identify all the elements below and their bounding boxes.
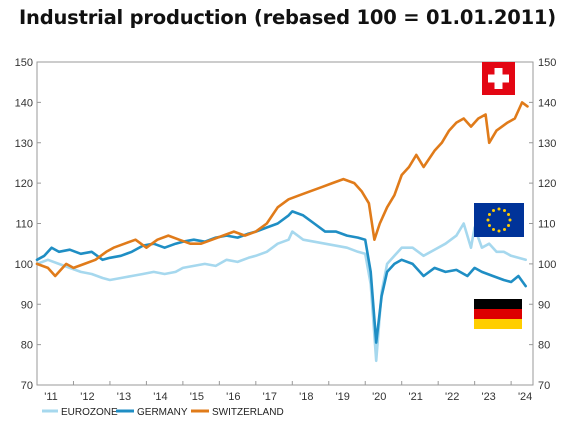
x-tick-label: '14 — [153, 391, 167, 403]
x-tick-label: '21 — [409, 391, 423, 403]
y-tick-label-right: 120 — [538, 178, 556, 190]
chart-title: Industrial production (rebased 100 = 01.… — [18, 6, 557, 29]
y-tick-label-right: 80 — [538, 340, 550, 352]
y-tick-label-right: 70 — [538, 380, 550, 392]
y-tick-label-right: 100 — [538, 259, 556, 271]
x-tick-label: '11 — [44, 391, 58, 403]
y-tick-label-left: 80 — [21, 340, 33, 352]
eu-star — [492, 208, 495, 212]
y-tick-label-left: 100 — [15, 259, 33, 271]
eu-star — [507, 213, 511, 216]
y-tick-label-left: 140 — [15, 97, 33, 109]
eu-star — [503, 208, 506, 212]
chart-legend: EUROZONE GERMANY SWITZERLAND — [42, 407, 284, 418]
x-tick-label: '15 — [190, 391, 204, 403]
y-tick-label-right: 150 — [538, 57, 556, 69]
y-tick-label-right: 90 — [538, 299, 550, 311]
y-tick-label-right: 140 — [538, 97, 556, 109]
eu-star — [492, 228, 495, 232]
eu-star — [487, 213, 491, 216]
series-line-switzerland — [35, 101, 529, 278]
y-tick-label-right: 130 — [538, 138, 556, 150]
x-tick-label: '16 — [226, 391, 240, 403]
x-tick-label: '18 — [299, 391, 313, 403]
x-tick-label: '17 — [263, 391, 277, 403]
eu-star — [497, 229, 501, 233]
x-tick-label: '20 — [372, 391, 386, 403]
legend-label-germany: GERMANY — [137, 407, 188, 418]
series-line-eurozone — [35, 222, 527, 363]
y-tick-label-left: 70 — [21, 380, 33, 392]
plot-frame — [36, 61, 534, 386]
x-tick-label: '12 — [80, 391, 94, 403]
y-tick-label-left: 150 — [15, 57, 33, 69]
legend-label-switzerland: SWITZERLAND — [212, 407, 284, 418]
eu-star — [486, 218, 490, 222]
y-tick-label-left: 120 — [15, 178, 33, 190]
x-tick-label: '24 — [518, 391, 532, 403]
y-tick-label-left: 90 — [21, 299, 33, 311]
chart-axes: 70 70 80 80 90 90 100 100 110 110 120 120 130 130 140 1… — [15, 57, 557, 403]
x-tick-label: '23 — [481, 391, 495, 403]
eu-star — [487, 224, 491, 227]
series-layer — [35, 101, 529, 363]
y-tick-label-right: 110 — [538, 219, 556, 231]
series-line-germany — [35, 210, 527, 344]
x-tick-label: '13 — [117, 391, 131, 403]
eu-flag-icon — [474, 203, 524, 237]
switzerland-flag-icon — [482, 62, 515, 95]
eu-star — [497, 207, 501, 211]
eu-star — [503, 228, 506, 232]
eu-star — [507, 224, 511, 227]
x-tick-label: '22 — [445, 391, 459, 403]
y-tick-label-left: 110 — [15, 219, 33, 231]
germany-flag-icon — [474, 299, 522, 329]
legend-label-eurozone: EUROZONE — [61, 407, 118, 418]
eu-star — [508, 218, 512, 222]
y-tick-label-left: 130 — [15, 138, 33, 150]
x-tick-label: '19 — [336, 391, 350, 403]
